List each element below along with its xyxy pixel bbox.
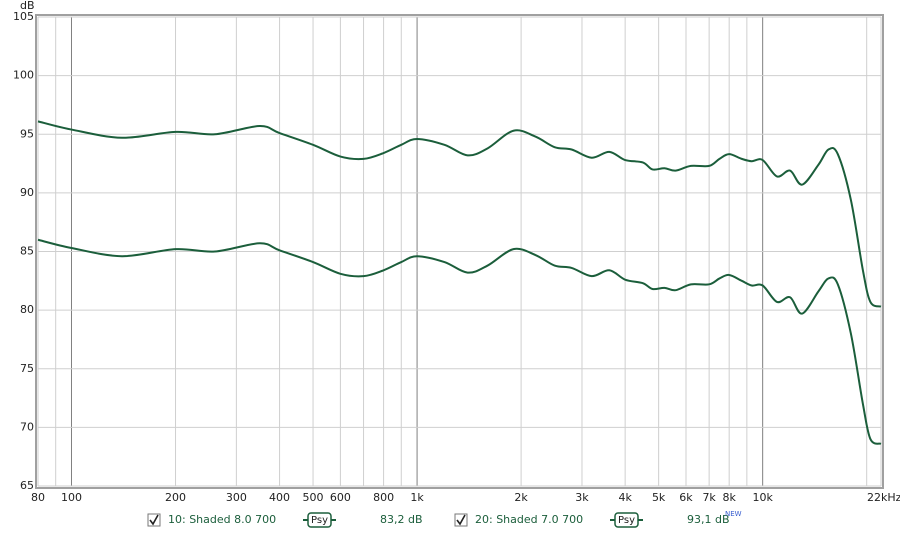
plot-frame <box>35 14 884 489</box>
response-curve <box>37 238 882 445</box>
legend-label: 10: Shaded 8.0 700 <box>168 513 276 526</box>
level-label: 93,1 dB <box>687 513 730 526</box>
x-tick-label: 600 <box>330 491 351 504</box>
x-tick-label: 300 <box>226 491 247 504</box>
smoothing-button[interactable]: Psy <box>610 512 643 528</box>
y-tick-label: 80 <box>20 303 34 316</box>
x-tick-label: 8k <box>722 491 736 504</box>
checkmark <box>149 514 159 526</box>
button-box <box>307 512 332 528</box>
legend-entry: 10: Shaded 8.0 700 Psy 83,2 dB <box>147 512 423 528</box>
x-tick-label: 400 <box>269 491 290 504</box>
badge: NEW <box>725 510 742 518</box>
checkbox[interactable] <box>454 513 468 527</box>
x-tick-label: 3k <box>575 491 589 504</box>
x-tick-label: 10k <box>752 491 773 504</box>
legend-label: 20: Shaded 7.0 700 <box>475 513 583 526</box>
smoothing-button[interactable]: Psy <box>303 512 336 528</box>
y-tick-label: 65 <box>20 479 34 492</box>
x-tick-label: 1k <box>410 491 424 504</box>
x-tick-label: 80 <box>31 491 45 504</box>
smoothing-label: Psy <box>311 515 328 526</box>
checkmark <box>456 514 466 526</box>
y-tick-label: 75 <box>20 362 34 375</box>
x-tick-label: 6k <box>679 491 693 504</box>
x-tick-label: 2k <box>514 491 528 504</box>
x-tick-label: 800 <box>373 491 394 504</box>
checkbox[interactable] <box>147 513 161 527</box>
x-tick-label: 7k <box>702 491 716 504</box>
level-label: 83,2 dB <box>380 513 423 526</box>
y-tick-label: 90 <box>20 186 34 199</box>
x-tick-label: 100 <box>61 491 82 504</box>
x-tick-label: 5k <box>652 491 666 504</box>
y-tick-label: 100 <box>13 69 34 82</box>
x-tick-label: 200 <box>165 491 186 504</box>
response-curve <box>37 120 882 308</box>
y-tick-label: 105 <box>13 10 34 23</box>
y-tick-label: 85 <box>20 245 34 258</box>
y-unit: dB <box>20 0 35 12</box>
x-tick-label: 4k <box>618 491 632 504</box>
smoothing-label: Psy <box>618 515 635 526</box>
grid <box>37 16 882 487</box>
x-tick-label: 22kHz <box>867 491 900 504</box>
button-box <box>614 512 639 528</box>
y-tick-label: 70 <box>20 420 34 433</box>
x-tick-label: 500 <box>303 491 324 504</box>
y-tick-label: 95 <box>20 127 34 140</box>
